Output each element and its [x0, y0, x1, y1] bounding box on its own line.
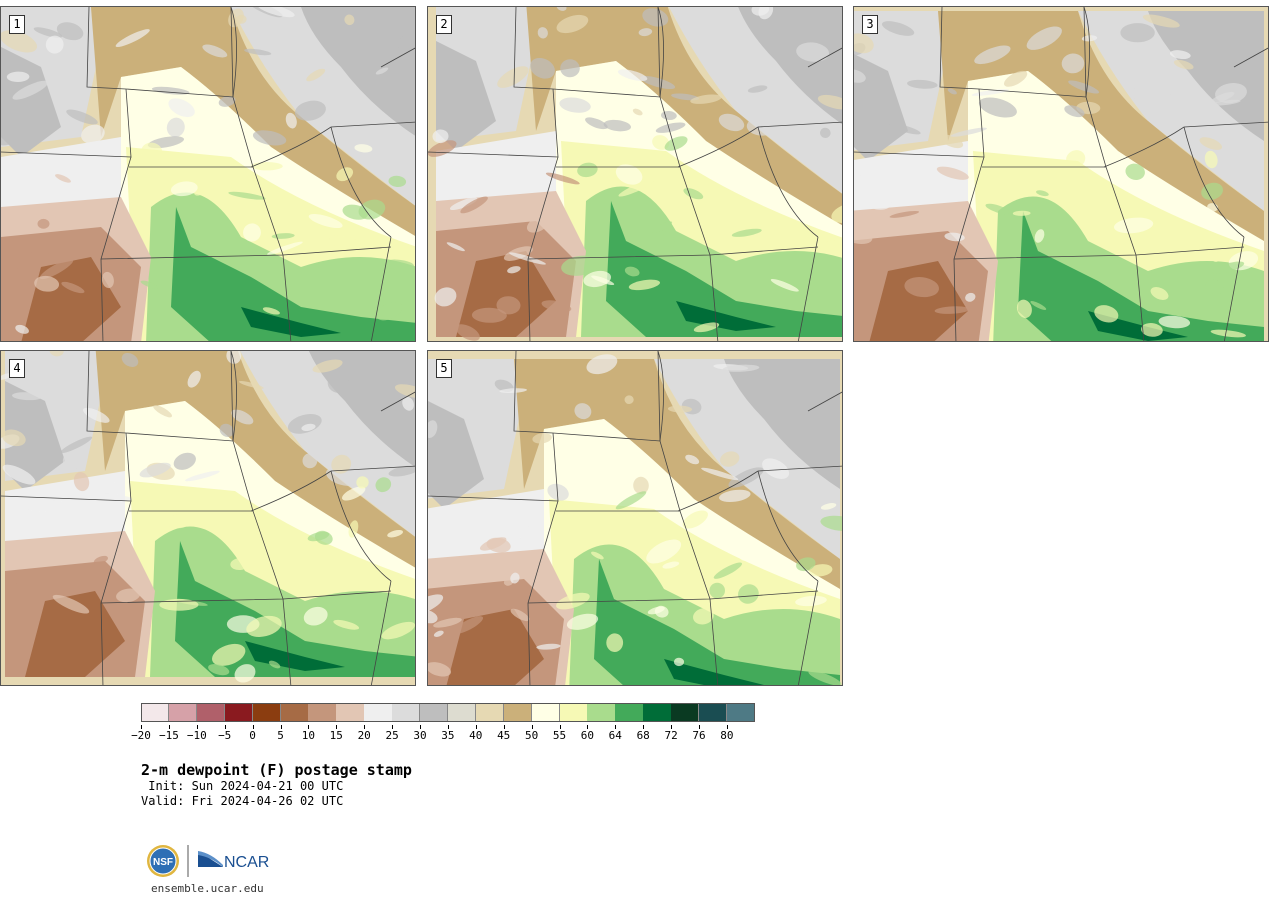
panel-number: 1 [9, 15, 25, 34]
colorbar-swatch [699, 703, 728, 722]
colorbar-swatch [364, 703, 393, 722]
colorbar-tick [252, 725, 254, 729]
colorbar-tick-label: 68 [636, 729, 650, 742]
colorbar-tick [196, 725, 198, 729]
colorbar-tick [364, 725, 366, 729]
colorbar-tick [447, 725, 449, 729]
colorbar-tick-label: 72 [664, 729, 678, 742]
panel-number: 3 [862, 15, 878, 34]
logos: NSF NCAR [145, 843, 275, 883]
colorbar-swatch [224, 703, 254, 722]
colorbar-tick-label: 50 [524, 729, 539, 742]
colorbar-swatch [615, 703, 644, 722]
colorbar-swatch [168, 703, 198, 722]
colorbar-tick [531, 725, 533, 729]
dewpoint-map [428, 7, 842, 341]
colorbar-swatch [252, 703, 281, 722]
colorbar-tick-label: 0 [249, 729, 256, 742]
colorbar-tick [168, 725, 170, 729]
colorbar-tick-label: −15 [158, 729, 179, 742]
colorbar-tick-label: 40 [469, 729, 483, 742]
colorbar-swatch [475, 703, 505, 722]
colorbar-swatch [392, 703, 421, 722]
colorbar-tick-label: 5 [277, 729, 284, 742]
colorbar-tick [475, 725, 477, 729]
colorbar-swatch [531, 703, 560, 722]
colorbar-tick [336, 725, 338, 729]
colorbar-tick [587, 725, 589, 729]
colorbar-tick-label: 30 [413, 729, 427, 742]
colorbar-swatch [336, 703, 365, 722]
svg-text:NSF: NSF [153, 857, 173, 868]
colorbar-tick [726, 725, 728, 729]
chart-title: 2-m dewpoint (F) postage stamp [141, 761, 412, 779]
colorbar-tick [141, 725, 142, 729]
map-panel-4: 4 [0, 350, 416, 686]
colorbar-swatch [447, 703, 477, 722]
colorbar-tick-label: −10 [186, 729, 207, 742]
colorbar-tick [615, 725, 617, 729]
colorbar-tick-label: 60 [580, 729, 595, 742]
colorbar-swatch [559, 703, 588, 722]
panel-number: 2 [436, 15, 452, 34]
colorbar-tick [699, 725, 700, 729]
colorbar-swatch [141, 703, 170, 722]
colorbar-tick [392, 725, 394, 729]
colorbar-tick-label: 76 [692, 729, 706, 742]
colorbar-tick [503, 725, 505, 729]
colorbar-swatch [587, 703, 616, 722]
init-time: Init: Sun 2024-04-21 00 UTC [141, 779, 344, 793]
dewpoint-map [428, 351, 842, 685]
map-panel-2: 2 [427, 6, 843, 342]
colorbar-tick [308, 725, 310, 729]
colorbar-tick-label: −5 [218, 729, 232, 742]
colorbar-tick-label: −20 [131, 729, 151, 742]
colorbar-tick-label: 25 [385, 729, 399, 742]
map-panel-3: 3 [853, 6, 1269, 342]
dewpoint-map [854, 7, 1268, 341]
ncar-logo: NCAR [198, 851, 269, 871]
colorbar-tick-label: 55 [552, 729, 567, 742]
colorbar-tick-label: 80 [720, 729, 734, 742]
colorbar-tick-label: 35 [441, 729, 455, 742]
colorbar-tick-label: 20 [357, 729, 371, 742]
colorbar-swatch [671, 703, 700, 722]
panel-number: 4 [9, 359, 25, 378]
map-panel-1: 1 [0, 6, 416, 342]
colorbar-swatch [196, 703, 226, 722]
nsf-logo: NSF [147, 845, 179, 877]
colorbar-swatch [643, 703, 672, 722]
svg-text:NCAR: NCAR [224, 854, 269, 871]
colorbar-tick [671, 725, 673, 729]
colorbar-tick-label: 45 [497, 729, 511, 742]
colorbar-tick-label: 64 [608, 729, 622, 742]
valid-time: Valid: Fri 2024-04-26 02 UTC [141, 794, 344, 808]
site-url: ensemble.ucar.edu [151, 882, 264, 895]
colorbar-swatch [503, 703, 533, 722]
dewpoint-map [1, 7, 415, 341]
colorbar-tick-label: 10 [301, 729, 316, 742]
colorbar-tick [643, 725, 645, 729]
colorbar-tick [224, 725, 226, 729]
colorbar-tick [280, 725, 282, 729]
dewpoint-map [1, 351, 415, 685]
colorbar-tick [420, 725, 421, 729]
colorbar-tick [559, 725, 561, 729]
colorbar-tick-label: 15 [329, 729, 343, 742]
panel-number: 5 [436, 359, 452, 378]
colorbar-swatch [280, 703, 309, 722]
colorbar-swatch [420, 703, 449, 722]
map-panel-5: 5 [427, 350, 843, 686]
colorbar-swatch [308, 703, 337, 722]
